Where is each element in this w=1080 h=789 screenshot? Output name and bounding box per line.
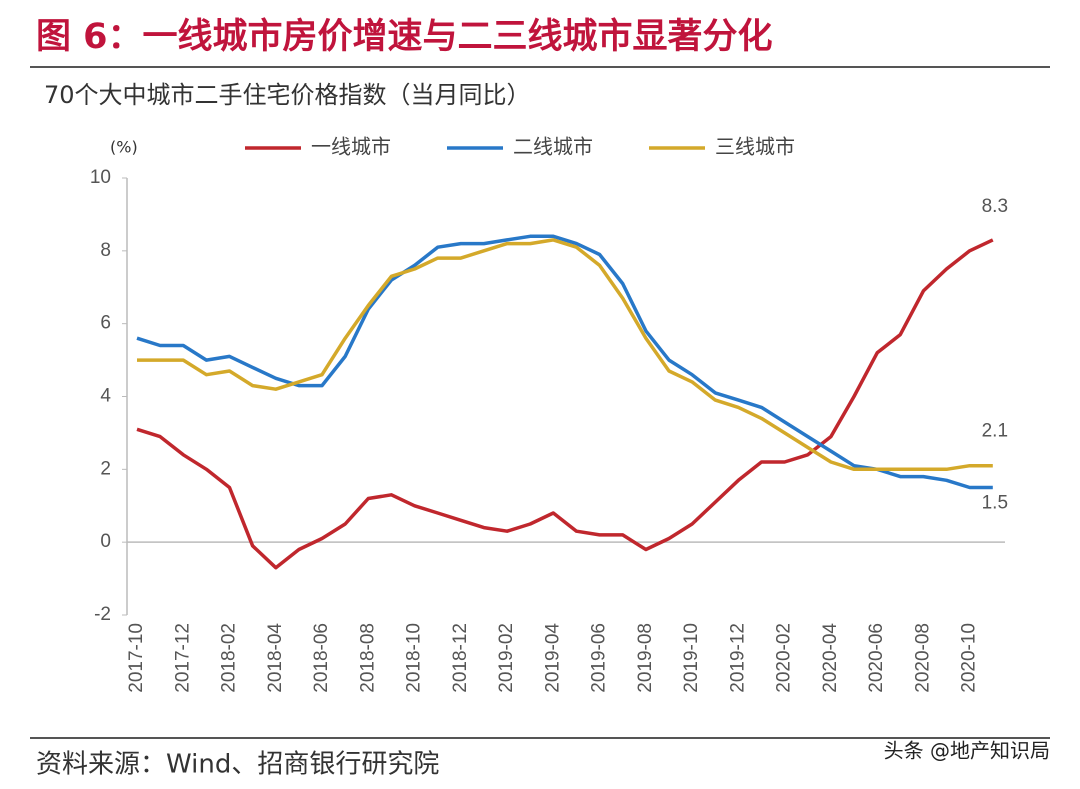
end-value-label: 2.1 [982,421,1008,442]
y-tick-label: 8 [100,240,111,261]
chart-subtitle: 70个大中城市二手住宅价格指数（当月同比） [44,81,531,109]
x-tick-label: 2018-12 [450,623,471,693]
x-tick-label: 2020-08 [912,623,933,693]
end-value-label: 8.3 [982,196,1008,217]
x-tick-label: 2019-10 [681,623,702,693]
y-tick-label: 4 [100,386,111,407]
end-value-label: 1.5 [982,493,1008,514]
x-tick-label: 2019-06 [589,623,610,693]
y-tick-label: 10 [90,167,111,188]
watermark: 头条 @地产知识局 [884,739,1050,763]
y-axis-unit: (%) [110,138,138,157]
y-tick-label: 6 [100,313,111,334]
x-tick-label: 2020-04 [820,623,841,693]
x-tick-label: 2018-10 [404,623,425,693]
x-tick-label: 2019-04 [542,623,563,693]
x-tick-label: 2018-06 [311,623,332,693]
x-tick-label: 2018-08 [357,623,378,693]
x-tick-label: 2020-02 [774,623,795,693]
x-tick-label: 2020-10 [959,623,980,693]
legend-label: 一线城市 [311,135,391,159]
y-tick-label: 0 [100,531,111,552]
x-tick-label: 2018-04 [265,623,286,693]
x-tick-label: 2019-12 [727,623,748,693]
legend-label: 三线城市 [715,135,795,159]
y-tick-label: -2 [94,604,111,625]
x-tick-label: 2020-06 [866,623,887,693]
x-tick-label: 2017-10 [126,623,147,693]
x-tick-label: 2017-12 [172,623,193,693]
x-tick-label: 2019-02 [496,623,517,693]
x-tick-label: 2019-08 [635,623,656,693]
legend-label: 二线城市 [513,135,593,159]
x-tick-label: 2018-02 [219,623,240,693]
y-tick-label: 2 [100,458,111,479]
source: 资料来源：Wind、招商银行研究院 [36,750,439,780]
series-line [137,238,993,472]
chart-title: 图 6：一线城市房价增速与二三线城市显著分化 [36,17,773,57]
series-line [136,234,993,490]
series-line [136,238,994,570]
